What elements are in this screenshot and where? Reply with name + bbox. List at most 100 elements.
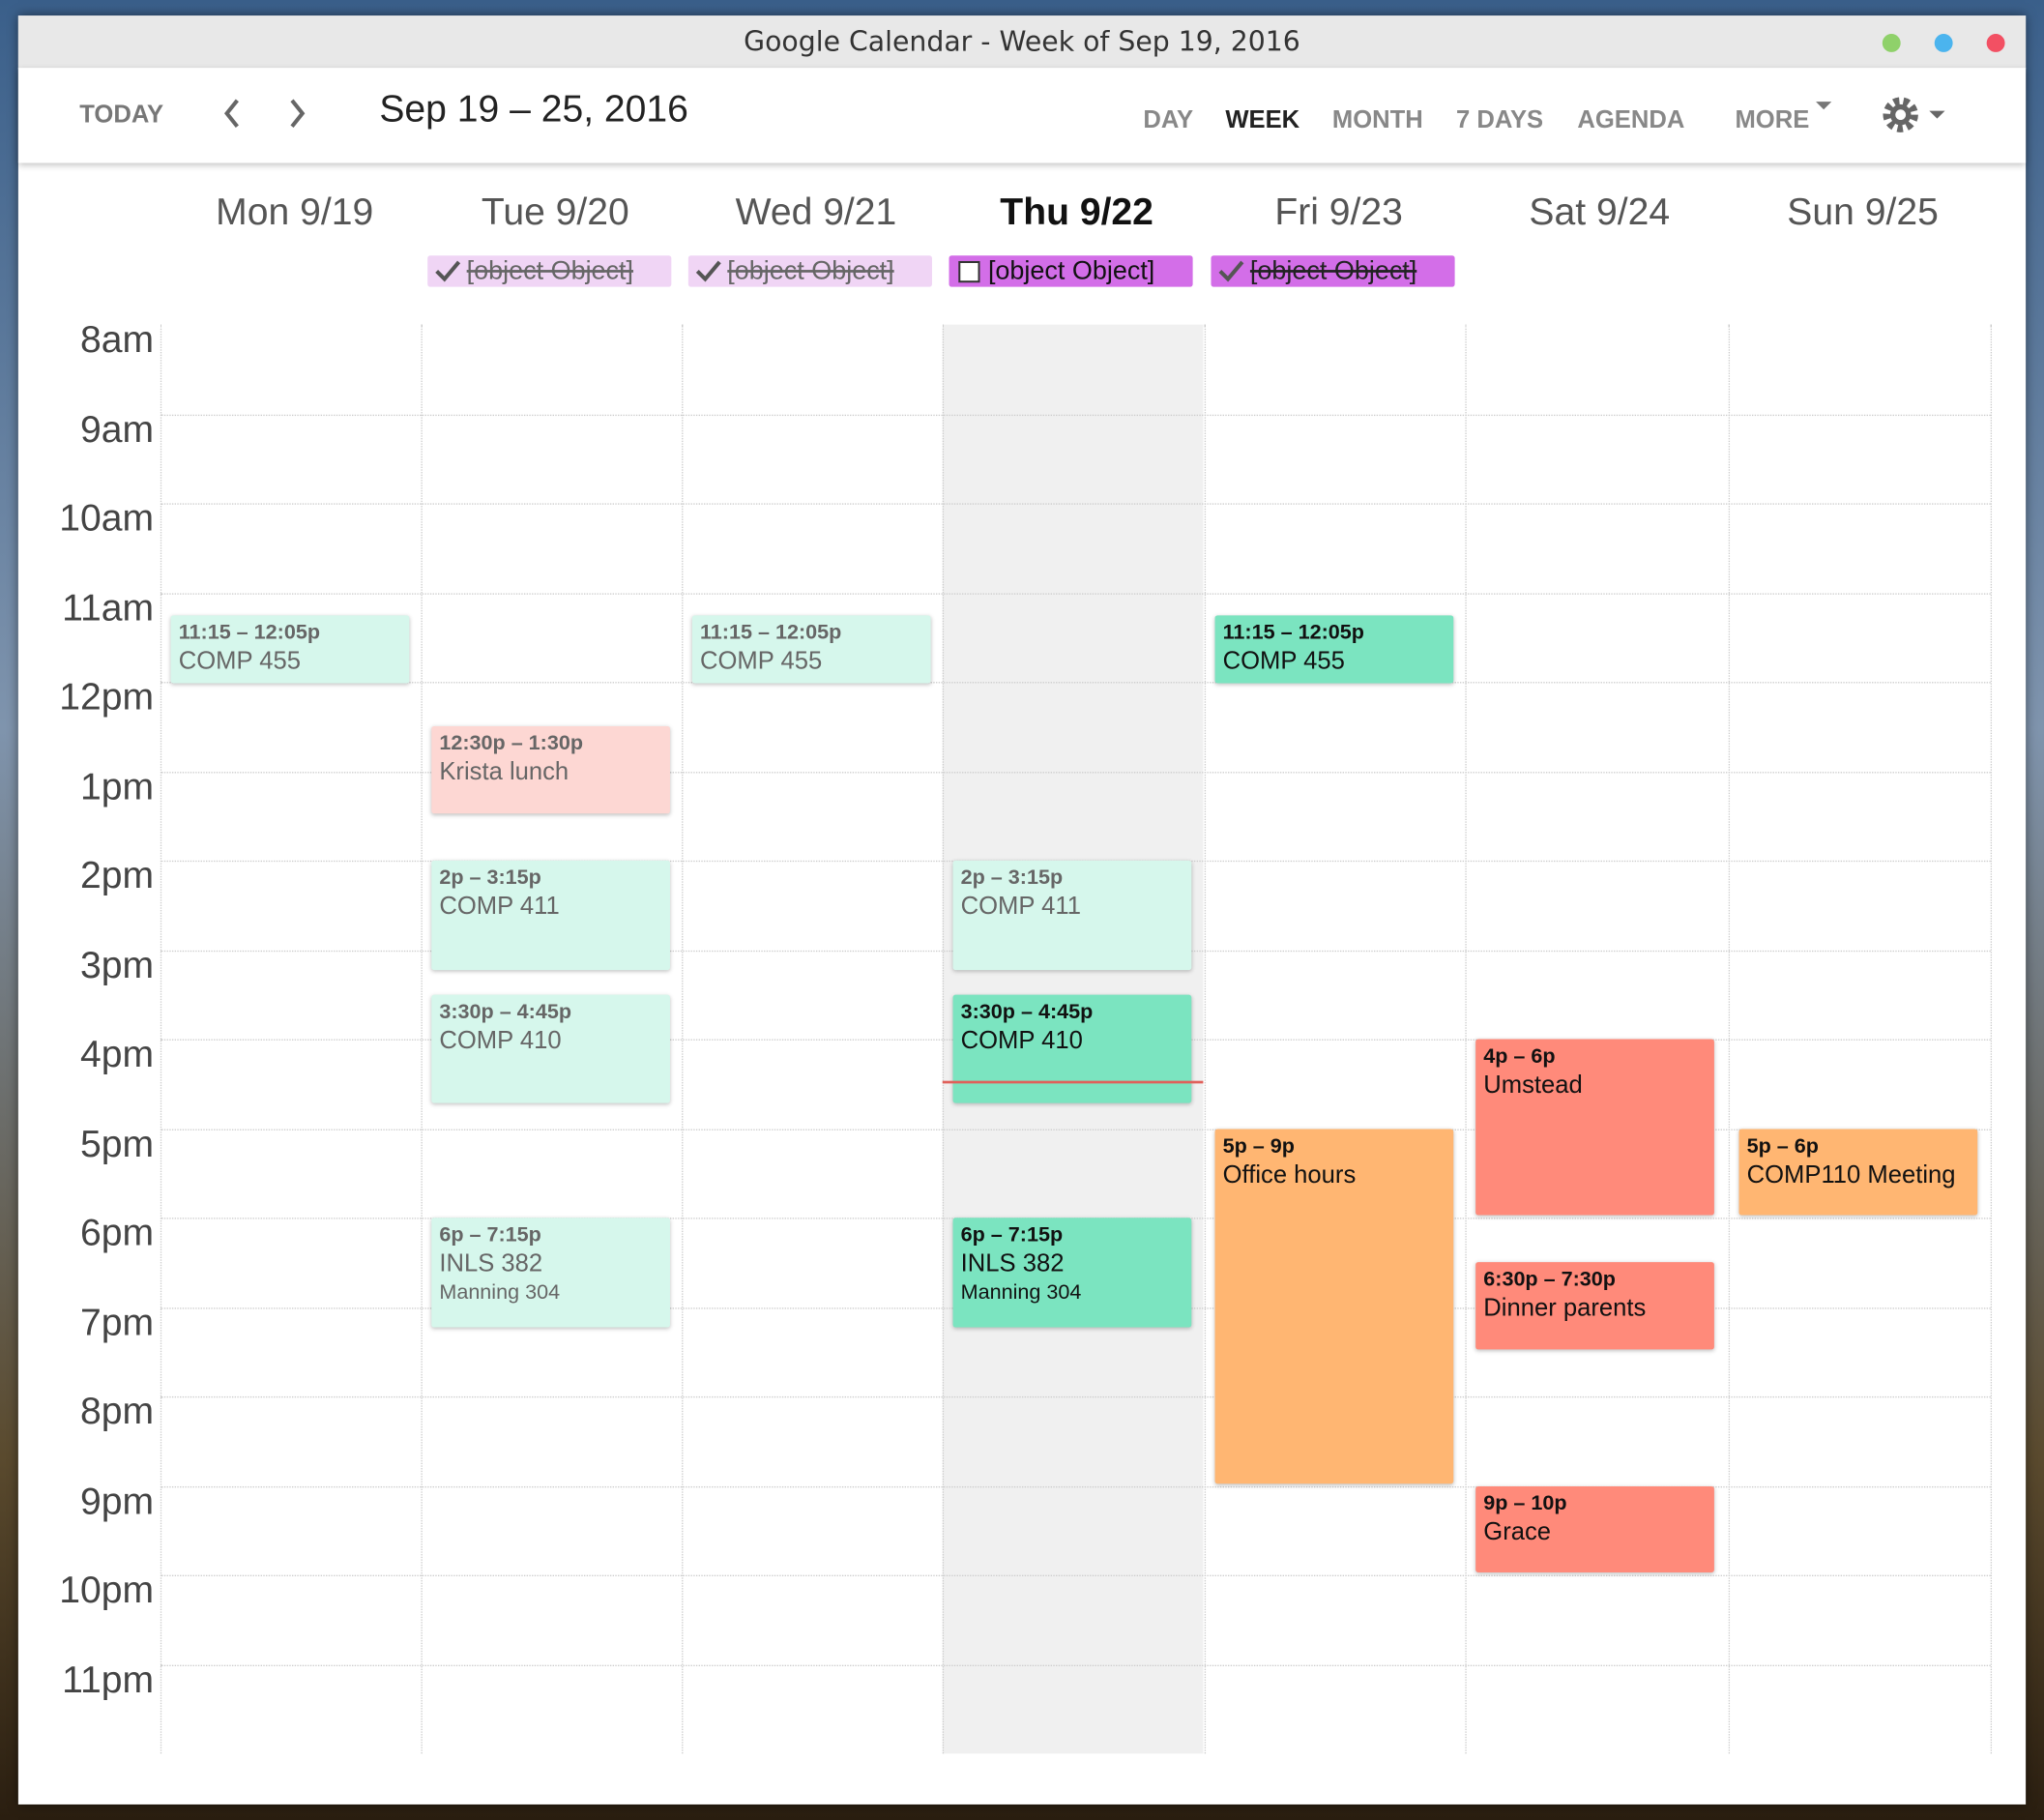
event[interactable]: 5p – 9p Office hours [1214, 1128, 1454, 1483]
toolbar: TODAY Sep 19 – 25, 2016 DAY WEEK MONTH 7 DA… [17, 68, 2027, 163]
hour-label: 8pm [80, 1391, 155, 1433]
hour-line [160, 1395, 1991, 1398]
event-time: 6p – 7:15p [960, 1223, 1064, 1247]
event-title: COMP 455 [1222, 647, 1345, 675]
event-time: 2p – 3:15p [439, 866, 541, 890]
event-title: COMP 410 [439, 1027, 562, 1055]
check-icon [695, 260, 721, 282]
view-button[interactable]: 7 DAYS [1455, 106, 1544, 134]
event-title: Grace [1483, 1517, 1552, 1546]
check-icon [1218, 260, 1244, 282]
day-divider [1204, 324, 1207, 1754]
event[interactable]: 3:30p – 4:45p COMP 410 [431, 994, 670, 1104]
date-range: Sep 19 – 25, 2016 [379, 88, 688, 131]
hour-line [160, 682, 1991, 684]
hour-label: 10pm [59, 1570, 155, 1612]
settings-button[interactable] [1880, 94, 1958, 138]
hour-label: 10am [59, 498, 155, 541]
day-header[interactable]: Tue 9/20 [481, 191, 629, 234]
event-location: Manning 304 [960, 1281, 1082, 1305]
nav-arrows[interactable] [217, 94, 321, 132]
event-title: INLS 382 [439, 1249, 543, 1278]
hour-line [160, 1574, 1991, 1576]
view-button[interactable]: MONTH [1331, 106, 1423, 134]
event[interactable]: 2p – 3:15p COMP 411 [431, 860, 670, 970]
hour-line [160, 1485, 1991, 1487]
event[interactable]: 11:15 – 12:05p COMP 455 [170, 614, 410, 685]
event[interactable]: 6p – 7:15p INLS 382 Manning 304 [952, 1218, 1192, 1327]
day-header[interactable]: Mon 9/19 [216, 191, 374, 234]
event-time: 9p – 10p [1483, 1492, 1567, 1514]
event[interactable]: 3:30p – 4:45p COMP 410 [952, 994, 1192, 1104]
task-title: [object Object] [466, 256, 634, 286]
hour-label: 1pm [80, 766, 155, 808]
event-time: 2p – 3:15p [960, 866, 1064, 890]
day-header[interactable]: Wed 9/21 [735, 191, 897, 234]
all-day-task[interactable]: [object Object] [427, 255, 672, 287]
day-header[interactable]: Sun 9/25 [1787, 191, 1939, 234]
hour-label: 11pm [62, 1659, 155, 1701]
view-button[interactable]: MORE [1735, 106, 1810, 134]
event-time: 6:30p – 7:30p [1483, 1269, 1616, 1292]
hour-label: 9pm [80, 1480, 155, 1523]
event[interactable]: 4p – 6p Umstead [1475, 1039, 1714, 1216]
view-button[interactable]: WEEK [1225, 106, 1300, 134]
event[interactable]: 2p – 3:15p COMP 411 [952, 860, 1192, 970]
check-icon [435, 260, 461, 282]
hour-line [160, 503, 1991, 505]
event-title: COMP 455 [699, 647, 823, 675]
event[interactable]: 9p – 10p Grace [1475, 1485, 1714, 1572]
event-location: Manning 304 [439, 1281, 561, 1305]
all-day-task[interactable]: [object Object] [949, 255, 1193, 287]
event-title: Krista lunch [439, 758, 569, 787]
event-title: COMP110 Meeting [1746, 1160, 1956, 1189]
hour-label: 8am [80, 319, 155, 362]
day-header[interactable]: Sat 9/24 [1529, 191, 1671, 234]
event[interactable]: 6:30p – 7:30p Dinner parents [1475, 1262, 1714, 1350]
event-title: Office hours [1222, 1160, 1357, 1189]
hour-line [160, 414, 1991, 416]
task-title: [object Object] [1249, 256, 1417, 286]
hour-label: 5pm [80, 1123, 155, 1165]
event-time: 11:15 – 12:05p [1222, 621, 1364, 644]
event[interactable]: 5p – 6p COMP110 Meeting [1738, 1128, 1978, 1216]
day-header[interactable]: Thu 9/22 [1000, 191, 1153, 234]
all-day-task[interactable]: [object Object] [687, 255, 932, 287]
day-divider [1728, 324, 1731, 1754]
day-header[interactable]: Fri 9/23 [1274, 191, 1403, 234]
dropdown-caret [1816, 102, 1832, 110]
window-button[interactable] [1934, 34, 1953, 52]
hour-label: 4pm [80, 1034, 155, 1076]
window-button[interactable] [1882, 34, 1901, 52]
event-time: 11:15 – 12:05p [178, 621, 321, 644]
view-button[interactable]: AGENDA [1577, 106, 1685, 134]
hour-label: 11am [62, 587, 155, 630]
event[interactable]: 11:15 – 12:05p COMP 455 [1214, 614, 1454, 685]
event[interactable]: 11:15 – 12:05p COMP 455 [691, 614, 931, 685]
title-bar: Google Calendar - Week of Sep 19, 2016 [17, 15, 2027, 70]
event-title: COMP 411 [439, 893, 560, 921]
event-title: INLS 382 [960, 1249, 1065, 1278]
day-divider [942, 324, 945, 1754]
hour-label: 9am [80, 408, 155, 451]
day-divider [1990, 324, 1993, 1754]
hour-label: 6pm [80, 1212, 155, 1254]
today-button[interactable]: TODAY [79, 102, 164, 130]
view-button[interactable]: DAY [1143, 106, 1194, 134]
all-day-task[interactable]: [object Object] [1211, 255, 1455, 287]
event[interactable]: 12:30p – 1:30p Krista lunch [431, 726, 670, 813]
event-title: COMP 410 [960, 1027, 1083, 1055]
event[interactable]: 6p – 7:15p INLS 382 Manning 304 [431, 1218, 670, 1327]
hour-line [160, 771, 1991, 773]
hour-label: 7pm [80, 1302, 155, 1344]
window-button[interactable] [1986, 34, 2005, 52]
task-title: [object Object] [987, 256, 1155, 286]
hour-label: 2pm [80, 855, 155, 897]
current-time-line [942, 1079, 1204, 1083]
event-time: 11:15 – 12:05p [699, 621, 842, 644]
event-time: 12:30p – 1:30p [439, 733, 584, 755]
checkbox[interactable] [954, 255, 985, 286]
event-time: 5p – 9p [1222, 1134, 1295, 1158]
hour-line [160, 1663, 1991, 1666]
